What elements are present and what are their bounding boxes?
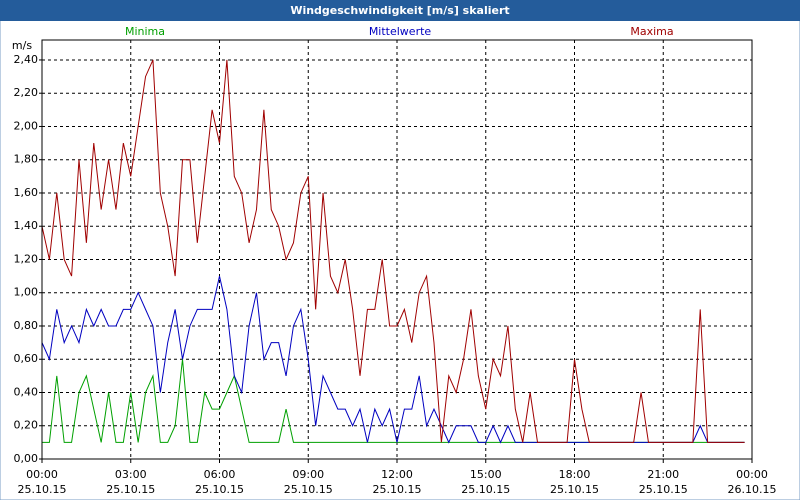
x-tick-date: 25.10.15: [461, 483, 510, 496]
series-line: [41, 59, 745, 443]
x-tick-date: 25.10.15: [550, 483, 599, 496]
x-tick-label: 09:00: [292, 468, 324, 481]
legend-label: Mittelwerte: [369, 25, 432, 38]
y-tick-label: 1,00: [14, 286, 39, 299]
x-tick-date: 25.10.15: [639, 483, 688, 496]
x-tick-label: 00:00: [736, 468, 768, 481]
y-tick-label: 1,40: [14, 219, 39, 232]
x-tick-label: 15:00: [470, 468, 502, 481]
x-tick-date: 25.10.15: [373, 483, 422, 496]
y-tick-label: 0,60: [14, 352, 39, 365]
x-tick-label: 00:00: [26, 468, 58, 481]
y-tick-label: 1,80: [14, 153, 39, 166]
y-tick-label: 0,00: [14, 452, 39, 465]
x-tick-date: 25.10.15: [18, 483, 67, 496]
y-tick-label: 2,40: [14, 53, 39, 66]
title-bar: [0, 0, 800, 21]
x-tick-label: 06:00: [204, 468, 236, 481]
x-tick-date: 25.10.15: [195, 483, 244, 496]
x-tick-label: 21:00: [647, 468, 679, 481]
y-tick-label: 2,20: [14, 86, 39, 99]
x-tick-label: 03:00: [115, 468, 147, 481]
y-unit: m/s: [12, 39, 32, 52]
x-tick-label: 18:00: [559, 468, 591, 481]
y-tick-label: 2,00: [14, 119, 39, 132]
legend-label: Minima: [125, 25, 165, 38]
y-tick-label: 0,40: [14, 385, 39, 398]
y-tick-label: 1,60: [14, 186, 39, 199]
x-tick-date: 26.10.15: [728, 483, 777, 496]
x-tick-date: 25.10.15: [106, 483, 155, 496]
chart-title: Windgeschwindigkeit [m/s] skaliert: [290, 4, 509, 17]
x-tick-date: 25.10.15: [284, 483, 333, 496]
y-tick-label: 0,20: [14, 419, 39, 432]
legend-label: Maxima: [630, 25, 673, 38]
y-tick-label: 0,80: [14, 319, 39, 332]
x-tick-label: 12:00: [381, 468, 413, 481]
y-tick-label: 1,20: [14, 252, 39, 265]
